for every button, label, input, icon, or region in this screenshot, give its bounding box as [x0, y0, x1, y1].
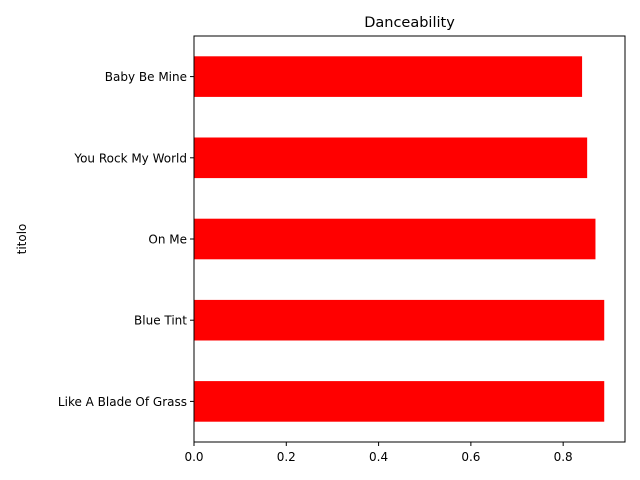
bar-baby-be-mine [194, 56, 583, 97]
bars-group [194, 56, 605, 422]
bar-like-a-blade-of-grass [194, 381, 605, 422]
y-tick-label: On Me [148, 233, 187, 247]
chart-title: Danceability [364, 15, 455, 31]
x-axis-ticks: 0.0 0.2 0.4 0.6 0.8 [184, 442, 573, 464]
y-axis-labels: Like A Blade Of Grass Blue Tint On Me You R… [58, 70, 194, 409]
x-tick-label: 0.8 [554, 450, 573, 464]
bar-blue-tint [194, 299, 605, 341]
x-tick-label: 0.4 [369, 450, 388, 464]
bar-you-rock-my-world [194, 137, 588, 179]
y-axis-title: titolo [15, 224, 29, 255]
y-tick-label: Like A Blade Of Grass [58, 395, 187, 409]
x-tick-label: 0.6 [461, 450, 480, 464]
bar-on-me [194, 218, 596, 260]
y-tick-label: You Rock My World [73, 151, 187, 165]
y-tick-label: Blue Tint [134, 314, 187, 328]
x-tick-label: 0.2 [277, 450, 296, 464]
x-tick-label: 0.0 [184, 450, 203, 464]
plot-frame [193, 35, 626, 443]
y-tick-label: Baby Be Mine [105, 70, 187, 84]
